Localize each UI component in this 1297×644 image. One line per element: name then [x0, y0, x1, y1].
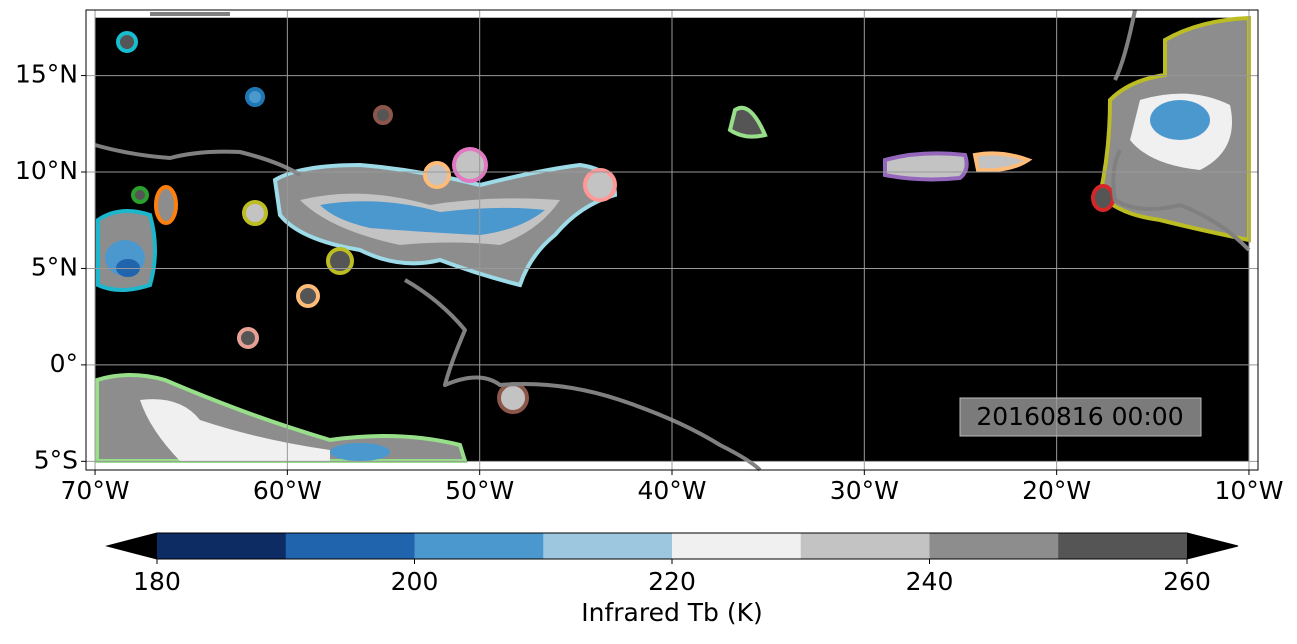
colorbar-band [543, 533, 673, 559]
cloud-contour [320, 201, 545, 235]
cloud-contour [131, 186, 149, 204]
cloud-layer [94, 9, 1251, 472]
coastline [94, 143, 302, 177]
cloud-contour [883, 151, 969, 182]
y-tick-label: 5°S [34, 445, 78, 474]
cloud-contour [140, 399, 330, 461]
cloud-contour [296, 284, 320, 308]
x-tick-label: 10°W [1214, 476, 1283, 505]
colorbar-band [414, 533, 544, 559]
x-tick-label: 70°W [61, 476, 130, 505]
y-tick-label: 10°N [15, 156, 78, 185]
y-tick-label: 5°N [31, 252, 78, 281]
colorbar-extend-high [1187, 533, 1238, 559]
colorbar-tick-label: 260 [1163, 567, 1211, 596]
x-tick-label: 50°W [445, 476, 514, 505]
cloud-contour [497, 382, 529, 414]
colorbar: 180 200 220 240 260 Infrared Tb (K) [105, 532, 1239, 627]
colorbar-extend-low [107, 533, 157, 559]
x-tick-label: 20°W [1022, 476, 1091, 505]
cloud-contour [116, 31, 138, 53]
grid [86, 10, 1258, 470]
colorbar-tick-label: 220 [648, 567, 696, 596]
map-frame [85, 9, 1259, 471]
x-tick-label: 40°W [637, 476, 706, 505]
cloud-contour [452, 147, 488, 183]
y-tick-label: 15°N [15, 60, 78, 89]
cloud-contour [727, 105, 768, 139]
cloud-contour [154, 185, 178, 225]
timestamp-box [959, 397, 1202, 437]
cloud-contour [972, 151, 1033, 173]
colorbar-band [929, 533, 1059, 559]
cloud-contour [373, 105, 393, 125]
x-tick-label: 30°W [830, 476, 899, 505]
colorbar-label: Infrared Tb (K) [581, 598, 763, 627]
cloud-contour [237, 327, 259, 349]
coastline [404, 278, 762, 472]
cloud-contour [423, 161, 451, 189]
y-tick-label: 0° [50, 349, 78, 378]
cloud-contour [245, 87, 265, 107]
colorbar-tick-label: 180 [133, 567, 181, 596]
x-tick-label: 60°W [253, 476, 322, 505]
axes: 70°W 60°W 50°W 40°W 30°W 20°W 10°W 5°S 0° 5°N 10°N… [15, 9, 1283, 505]
cloud-contour [242, 200, 268, 226]
colorbar-band [157, 533, 287, 559]
colorbar-band [1058, 533, 1188, 559]
colorbar-tick-label: 240 [906, 567, 954, 596]
coastline [1111, 149, 1251, 252]
colorbar-band [800, 533, 930, 559]
colorbar-tick-label: 200 [391, 567, 439, 596]
timestamp: 20160816 00:00 [976, 402, 1183, 431]
cloud-contour [1150, 100, 1210, 140]
colorbar-band [285, 533, 415, 559]
colorbar-band [672, 533, 802, 559]
cloud-contour [583, 168, 617, 202]
cloud-contour [1091, 184, 1115, 212]
cloud-contour [330, 443, 390, 461]
cloud-contour [326, 247, 354, 275]
